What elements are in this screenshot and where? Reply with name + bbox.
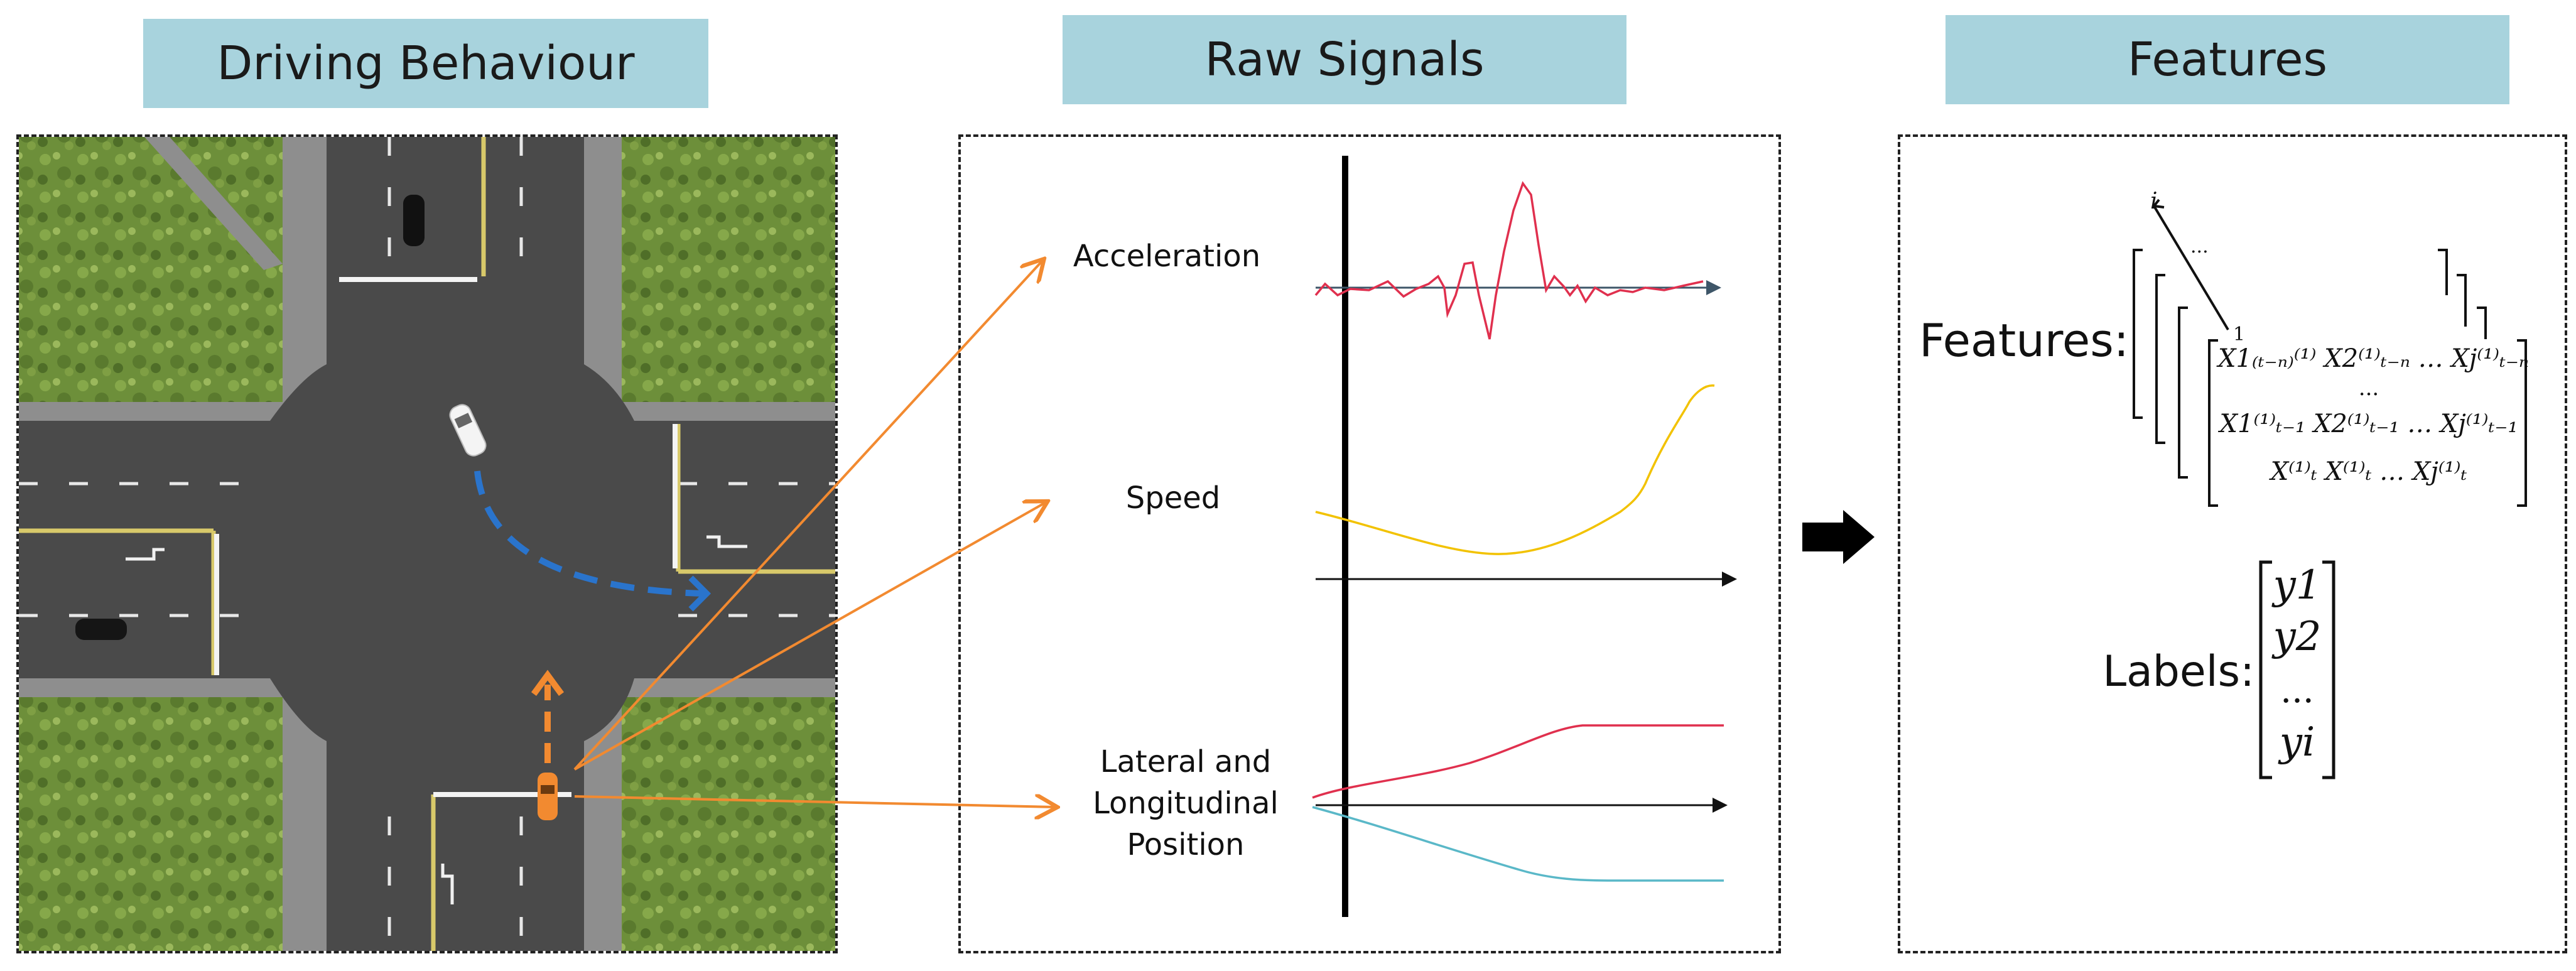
labels-vector: y1 y2 ... yi — [2272, 562, 2322, 778]
blue-turn-path — [474, 470, 704, 597]
blue-path-arrowhead — [688, 575, 712, 612]
car-orange-ego — [538, 773, 558, 820]
transform-arrow — [1802, 510, 1875, 564]
header-driving-behaviour-text: Driving Behaviour — [217, 36, 635, 90]
panel-driving-behaviour — [16, 134, 838, 953]
longitudinal-position-signal — [1312, 806, 1724, 882]
speed-signal — [1315, 384, 1715, 555]
label-yi: yi — [2279, 719, 2315, 766]
label-features: Features: — [1919, 314, 2129, 367]
label-position-line1: Lateral and — [1100, 744, 1272, 779]
label-position-line2: Longitudinal — [1093, 786, 1279, 821]
tensor-dots-top: ... — [2190, 236, 2209, 258]
car-black-west — [75, 619, 127, 640]
corner-fill-nw — [270, 364, 327, 421]
label-y1: y1 — [2273, 562, 2322, 609]
median-lines — [19, 137, 835, 951]
arrow-to-acceleration — [573, 261, 1042, 771]
car-black-north — [403, 195, 425, 246]
lateral-position-signal — [1312, 724, 1724, 799]
feature-tensor-brackets — [2133, 198, 2527, 507]
corner-fill-se — [584, 678, 634, 741]
label-y2: y2 — [2273, 614, 2322, 660]
acceleration-signal — [1314, 181, 1704, 340]
car-white — [449, 404, 487, 457]
matrix-row-1: X1₍ₜ₋ₙ₎⁽¹⁾ X2⁽¹⁾ₜ₋ₙ … Xj⁽¹⁾ₜ₋ₙ — [2218, 344, 2530, 373]
label-position-line3: Position — [1127, 827, 1245, 862]
matrix-row-3: X⁽¹⁾ₜ X⁽¹⁾ₜ … Xj⁽¹⁾ₜ — [2270, 457, 2467, 486]
label-speed: Speed — [1125, 480, 1221, 516]
matrix-dots: ... — [2358, 376, 2379, 401]
header-features: Features — [1946, 15, 2509, 104]
corner-fill-sw — [270, 678, 327, 741]
footpath-diagonal — [144, 137, 283, 270]
label-ellipsis: ... — [2280, 670, 2314, 711]
corner-fill-ne — [584, 364, 634, 421]
panel-raw-signals — [958, 134, 1781, 953]
header-driving-behaviour: Driving Behaviour — [143, 19, 708, 108]
connector-arrows — [573, 261, 1055, 807]
road-vertical — [327, 137, 584, 951]
panel-features — [1898, 134, 2567, 953]
orange-path-arrowhead — [531, 670, 565, 696]
label-position: Lateral and Longitudinal Position — [1060, 741, 1311, 865]
label-labels: Labels: — [2102, 647, 2254, 697]
header-raw-signals-text: Raw Signals — [1204, 33, 1485, 87]
arrow-to-speed — [574, 502, 1046, 771]
lane-markings — [19, 137, 835, 951]
header-raw-signals: Raw Signals — [1063, 15, 1626, 104]
tensor-index-i: i — [2150, 188, 2158, 214]
intersection-map — [19, 137, 835, 951]
label-acceleration: Acceleration — [1073, 239, 1261, 274]
tensor-index-1: 1 — [2233, 323, 2246, 345]
arrow-to-position — [574, 796, 1055, 807]
matrix-row-2: X1⁽¹⁾ₜ₋₁ X2⁽¹⁾ₜ₋₁ … Xj⁽¹⁾ₜ₋₁ — [2219, 410, 2518, 438]
road-turn-arrows — [126, 535, 747, 904]
label-vector-brackets — [2259, 560, 2335, 779]
header-features-text: Features — [2127, 33, 2328, 87]
